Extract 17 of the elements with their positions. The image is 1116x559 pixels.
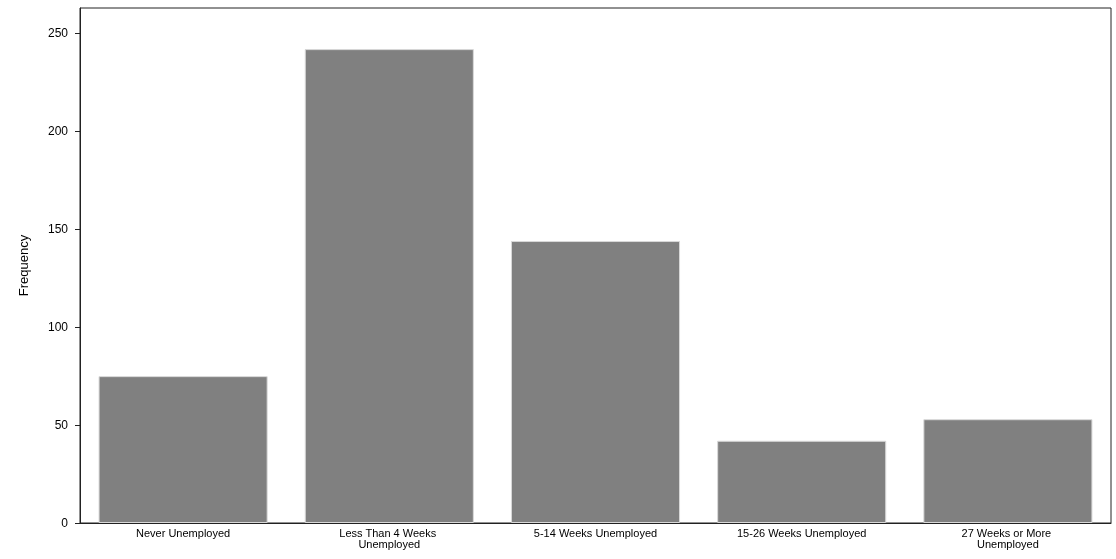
bar — [923, 419, 1093, 523]
y-tick-label: 200 — [47, 124, 69, 139]
x-tick-label: Less Than 4 Weeks Unemployed — [339, 526, 440, 550]
y-tick-label: 100 — [47, 320, 69, 335]
y-tick-label: 150 — [47, 222, 69, 237]
bar — [304, 49, 474, 523]
y-tick-label: 0 — [61, 516, 69, 530]
y-tick-label: 250 — [47, 26, 69, 41]
x-tick-label: 15-26 Weeks Unemployed — [736, 526, 867, 539]
bar — [510, 241, 681, 523]
y-axis-title: Frequency — [16, 234, 31, 297]
x-tick-label: Never Unemployed — [136, 526, 231, 539]
bar — [717, 440, 887, 523]
x-tick-label: 27 Weeks or More Unemployed — [961, 526, 1055, 550]
x-tick-label: 5-14 Weeks Unemployed — [533, 526, 658, 539]
y-tick-label: 50 — [54, 418, 69, 433]
bar — [98, 376, 268, 523]
